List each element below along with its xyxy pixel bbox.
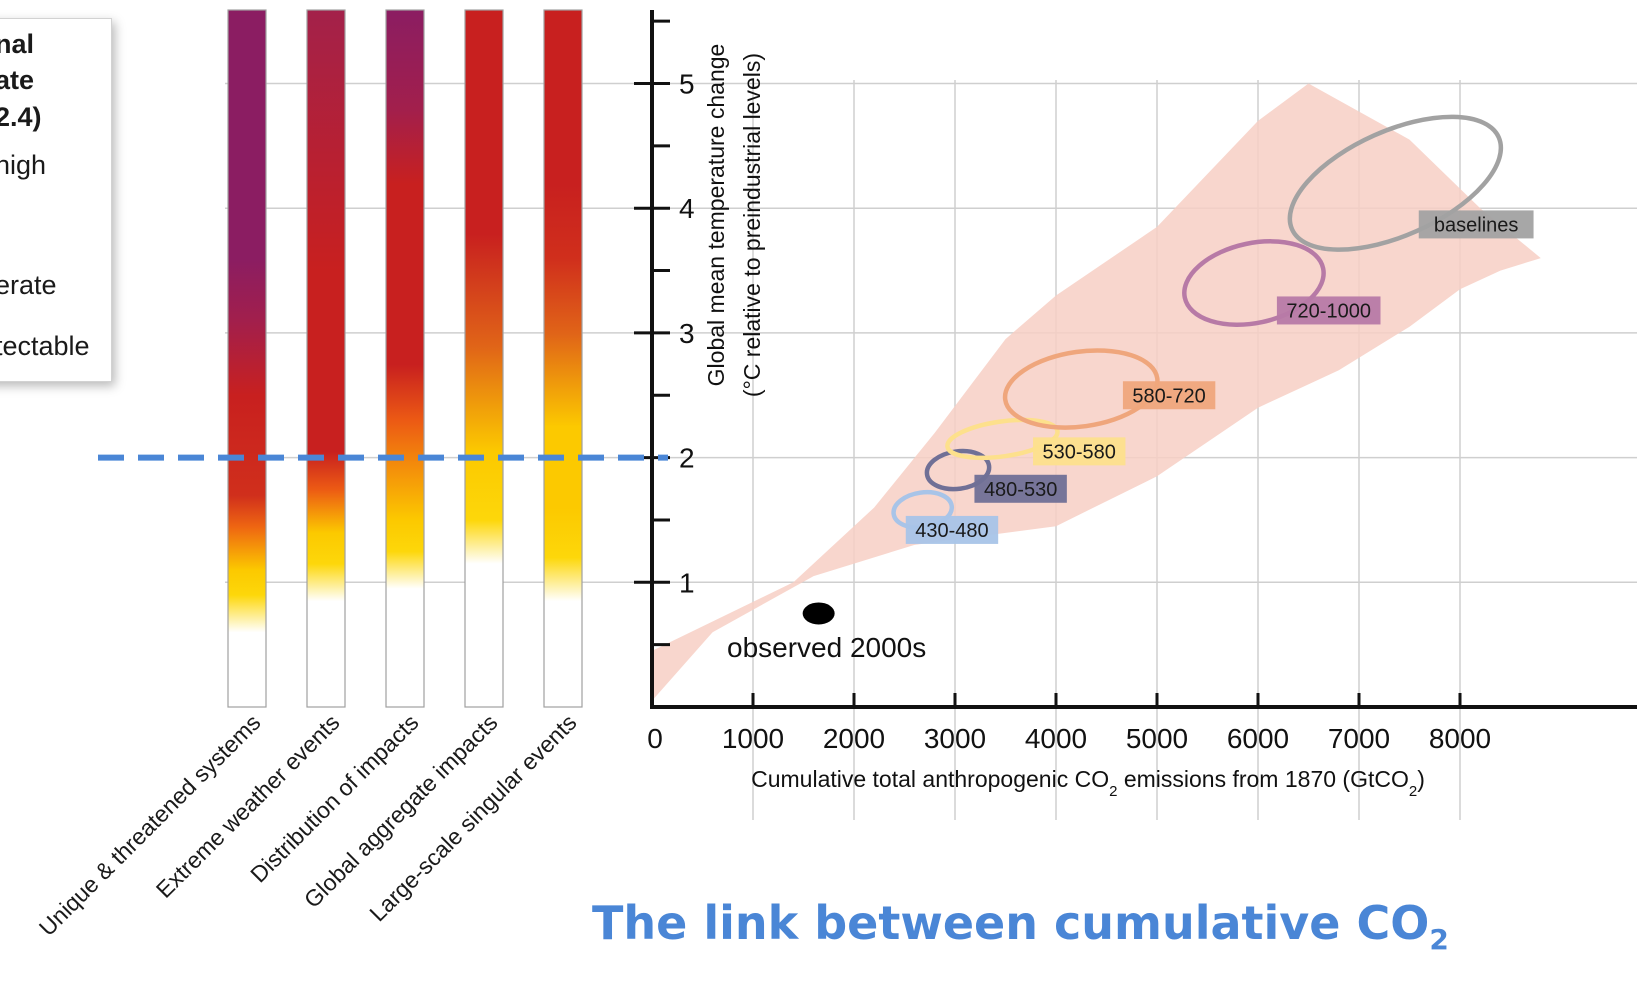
risk-bar-1 [306, 9, 346, 708]
scenario-ellipse-720-1000 [1182, 239, 1326, 327]
observed-label: observed 2000s [727, 632, 926, 663]
scenario-label-530-580: 530-580 [1043, 441, 1116, 463]
scenario-label-box-720-1000 [1276, 296, 1381, 325]
legend-line-4: nigh [0, 150, 47, 180]
scenario-ellipse-baselines [1287, 114, 1504, 252]
legend-line-6: tectable [0, 331, 90, 361]
y-tick-label-4: 4 [679, 193, 695, 224]
risk-bar-2 [385, 9, 425, 708]
y-tick-label-1: 1 [679, 567, 695, 598]
x-axis-label-part-3: 2 [1409, 783, 1417, 800]
x-tick-label-5000: 5000 [1126, 723, 1188, 754]
scenario-range-band [652, 83, 1541, 701]
caption-text: The link between cumulative CO [592, 896, 1430, 950]
x-tick-label-4000: 4000 [1025, 723, 1087, 754]
x-tick-label-3000: 3000 [924, 723, 986, 754]
legend-line-2: ate [0, 65, 35, 95]
scenario-label-580-720: 580-720 [1132, 385, 1205, 407]
scenario-ellipse-530-580 [945, 417, 1060, 461]
x-axis-label-part-0: Cumulative total anthropogenic CO [751, 766, 1109, 792]
x-tick-label-8000: 8000 [1429, 723, 1491, 754]
scenario-label-box-530-580 [1033, 437, 1126, 466]
risk-bar-0 [227, 9, 267, 708]
x-axis-label-part-4: ) [1417, 766, 1425, 792]
caption-subscript: 2 [1429, 923, 1449, 957]
caption: The link between cumulative CO2 [592, 896, 1449, 956]
scenario-ellipse-580-720 [1002, 348, 1160, 430]
x-tick-label-2000: 2000 [823, 723, 885, 754]
x-tick-label-7000: 7000 [1328, 723, 1390, 754]
y-tick-label-2: 2 [679, 443, 695, 474]
x-axis-label-part-2: emissions from 1870 (GtCO [1117, 766, 1408, 792]
x-tick-label-6000: 6000 [1227, 723, 1289, 754]
y-tick-label-5: 5 [679, 69, 695, 100]
scenario-label-box-430-480 [905, 515, 999, 544]
legend-line-3: 2.4) [0, 102, 42, 132]
x-tick-label-0: 0 [647, 723, 663, 754]
scenario-label-430-480: 430-480 [915, 520, 988, 542]
scenario-label-box-480-530 [974, 474, 1067, 503]
risk-bar-3 [464, 9, 504, 708]
x-axis-label: Cumulative total anthropogenic CO2 emiss… [751, 766, 1425, 800]
legend-line-5: erate [0, 270, 57, 300]
legend-line-1: nal [0, 29, 35, 59]
scenario-label-480-530: 480-530 [984, 479, 1057, 501]
x-axis-label-part-1: 2 [1109, 783, 1117, 800]
scenario-label-box-baselines [1418, 210, 1534, 239]
y-tick-label-3: 3 [679, 318, 695, 349]
y-axis-label-line1: Global mean temperature change [703, 44, 729, 387]
scenario-label-box-580-720 [1122, 381, 1216, 410]
observed-marker [802, 602, 835, 625]
scenario-label-720-1000: 720-1000 [1286, 300, 1371, 322]
x-tick-label-1000: 1000 [722, 723, 784, 754]
scenario-label-baselines: baselines [1434, 214, 1519, 236]
y-axis-label-line2: (°C relative to preindustrial levels) [739, 53, 765, 397]
legend-box: nal ate 2.4) nigh erate tectable [0, 18, 112, 382]
risk-bar-4 [543, 9, 583, 708]
scenario-ellipse-480-530 [924, 448, 992, 492]
